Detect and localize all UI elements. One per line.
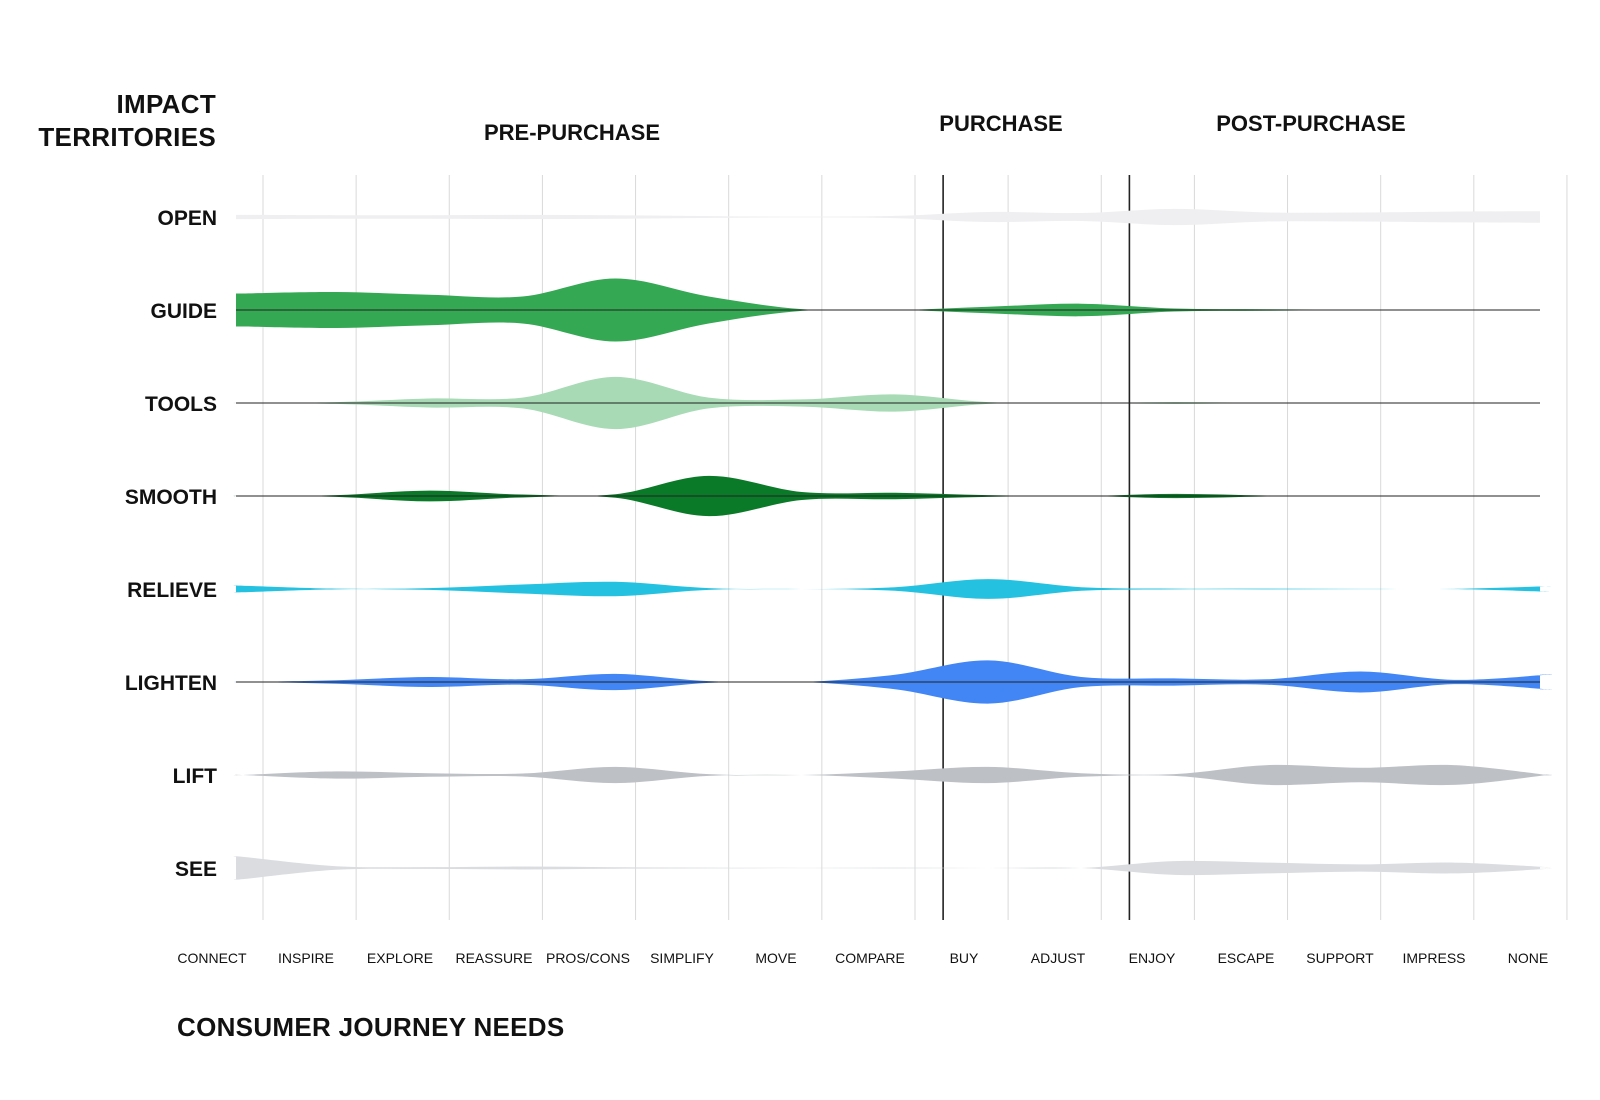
row-label-open: OPEN [157, 207, 217, 230]
x-tick-support: SUPPORT [1306, 950, 1374, 966]
x-tick-impress: IMPRESS [1402, 950, 1465, 966]
phase-label-purchase: PURCHASE [939, 111, 1062, 136]
x-tick-reassure: REASSURE [455, 950, 532, 966]
x-tick-compare: COMPARE [835, 950, 905, 966]
x-tick-pros-cons: PROS/CONS [546, 950, 630, 966]
y-axis-title: IMPACT TERRITORIES [30, 88, 216, 154]
x-tick-explore: EXPLORE [367, 950, 433, 966]
violin-lift [233, 764, 1553, 786]
phase-label-pre-purchase: PRE-PURCHASE [484, 120, 660, 145]
violin-relieve [233, 579, 1553, 599]
row-label-relieve: RELIEVE [127, 579, 217, 602]
row-label-lighten: LIGHTEN [125, 672, 217, 695]
x-tick-enjoy: ENJOY [1129, 950, 1176, 966]
x-tick-escape: ESCAPE [1218, 950, 1275, 966]
row-label-guide: GUIDE [150, 300, 217, 323]
y-axis-title-line-2: TERRITORIES [38, 122, 216, 152]
violin-see [233, 856, 1553, 880]
row-label-lift: LIFT [173, 765, 217, 788]
x-tick-inspire: INSPIRE [278, 950, 334, 966]
x-tick-move: MOVE [755, 950, 796, 966]
x-tick-adjust: ADJUST [1031, 950, 1086, 966]
y-axis-title-line-1: IMPACT [116, 89, 216, 119]
phase-label-post-purchase: POST-PURCHASE [1216, 111, 1405, 136]
violin-open [233, 208, 1553, 226]
x-tick-none: NONE [1508, 950, 1548, 966]
x-tick-buy: BUY [950, 950, 979, 966]
row-label-tools: TOOLS [145, 393, 217, 416]
row-label-smooth: SMOOTH [125, 486, 217, 509]
x-tick-simplify: SIMPLIFY [650, 950, 714, 966]
x-axis-title: CONSUMER JOURNEY NEEDS [177, 1012, 565, 1042]
row-label-see: SEE [175, 858, 217, 881]
x-tick-connect: CONNECT [177, 950, 247, 966]
